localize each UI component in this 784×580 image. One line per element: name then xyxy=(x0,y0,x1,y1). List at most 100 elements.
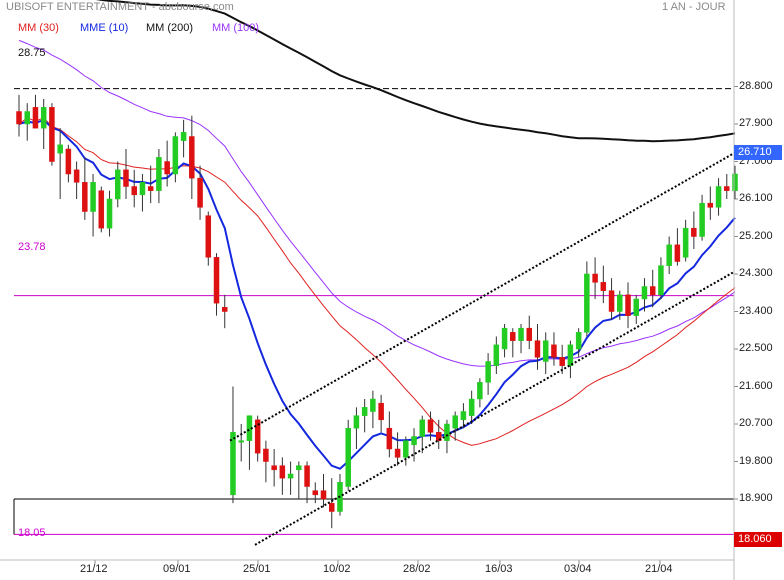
candle-body xyxy=(666,244,672,266)
x-tick-label: 10/02 xyxy=(323,563,351,575)
candle-body xyxy=(361,407,368,416)
candle-body xyxy=(16,111,22,125)
candle-body xyxy=(205,215,212,258)
y-tick-label: 22.500 xyxy=(739,342,773,354)
candle-body xyxy=(238,440,244,443)
candle-body xyxy=(65,148,72,175)
candle-body xyxy=(707,202,714,208)
candle-body xyxy=(345,427,351,487)
y-tick-label: 27.900 xyxy=(739,117,773,129)
mm30-line xyxy=(18,117,736,446)
candle-body xyxy=(435,432,442,441)
candle-body xyxy=(419,419,426,437)
y-tick-label: 24.300 xyxy=(739,267,773,279)
chart-title: UBISOFT ENTERTAINMENT - abcbourse.com xyxy=(6,1,234,13)
channel-lower-line xyxy=(254,271,735,546)
candle-body xyxy=(674,244,681,262)
candle-body xyxy=(567,344,574,366)
candle-body xyxy=(724,186,730,191)
candle-body xyxy=(98,190,105,229)
candle-body xyxy=(24,111,30,125)
candle-body xyxy=(501,327,508,350)
x-tick-label: 25/01 xyxy=(243,563,271,575)
y-tick-label: 28.800 xyxy=(739,79,773,92)
candle-body xyxy=(608,290,615,312)
candle-body xyxy=(82,182,88,212)
candle-body xyxy=(510,332,516,341)
candle-body xyxy=(320,490,327,500)
y-tick-label: 20.700 xyxy=(739,417,773,429)
x-tick-label: 21/04 xyxy=(645,563,673,575)
candle-body xyxy=(584,273,590,333)
y-tick-label: 26.100 xyxy=(739,192,773,204)
candle-body xyxy=(460,411,467,421)
candle-body xyxy=(600,282,607,291)
candle-body xyxy=(90,182,96,212)
candle-body xyxy=(156,157,162,191)
candle-body xyxy=(394,448,401,458)
candle-body xyxy=(115,169,121,200)
low-level-label: 18.05 xyxy=(18,527,46,539)
candle-body xyxy=(180,132,187,141)
x-tick-label: 09/01 xyxy=(163,563,191,575)
candle-body xyxy=(328,502,335,512)
instrument-name: UBISOFT ENTERTAINMENT xyxy=(6,1,149,13)
candle-body xyxy=(468,398,475,416)
candle-body xyxy=(304,465,310,487)
candle-body xyxy=(106,198,113,229)
candle-body xyxy=(575,332,582,350)
candle-body xyxy=(403,440,409,458)
low-price-badge: 18.060 xyxy=(734,532,782,547)
x-tick-label: 03/04 xyxy=(564,563,592,575)
candle-body xyxy=(57,144,63,154)
candle-body xyxy=(263,448,269,462)
legend-mm100: MM (100) xyxy=(212,22,260,34)
candle-body xyxy=(40,107,47,129)
moving-averages xyxy=(18,0,736,470)
mme10-line xyxy=(18,118,736,470)
candle-body xyxy=(271,465,277,471)
candle-body xyxy=(147,186,154,191)
x-tick-label: 28/02 xyxy=(403,563,431,575)
candle-body xyxy=(197,177,203,208)
candle-body xyxy=(534,340,541,358)
candle-body xyxy=(32,107,39,129)
candle-body xyxy=(411,436,417,446)
candle-body xyxy=(559,357,565,366)
candle-body xyxy=(296,465,302,471)
candle-body xyxy=(287,473,294,479)
y-tick-label: 18.900 xyxy=(739,492,773,504)
trend-channel-lines xyxy=(229,152,735,546)
y-tick-label: 21.600 xyxy=(739,379,773,392)
y-tick-label: 25.200 xyxy=(739,229,773,242)
candle-body xyxy=(427,419,434,433)
candle-body xyxy=(123,169,129,187)
candle-body xyxy=(164,161,170,175)
candle-body xyxy=(370,398,376,412)
candle-body xyxy=(542,340,549,362)
candle-body xyxy=(633,298,639,316)
legend-mme10: MME (10) xyxy=(80,22,129,34)
grid-lines xyxy=(0,86,738,564)
candle-body xyxy=(649,286,656,296)
candle-body xyxy=(172,136,179,175)
candle-body xyxy=(353,415,360,429)
support-level-label: 23.78 xyxy=(18,241,46,253)
data-source: abcbourse.com xyxy=(158,1,234,13)
candle-body xyxy=(625,294,631,316)
candle-body xyxy=(658,265,664,296)
candle-body xyxy=(131,186,137,196)
candle-body xyxy=(493,344,500,366)
y-tick-label: 19.800 xyxy=(739,454,773,467)
candle-body xyxy=(592,273,598,283)
x-tick-label: 21/12 xyxy=(80,563,108,575)
candle-body xyxy=(230,432,236,496)
candle-body xyxy=(312,490,319,496)
candle-body xyxy=(386,427,393,450)
candle-body xyxy=(617,294,623,312)
candle-body xyxy=(715,186,722,208)
candle-body xyxy=(526,327,533,341)
channel-upper-line xyxy=(229,152,735,442)
candle-body xyxy=(73,169,80,183)
